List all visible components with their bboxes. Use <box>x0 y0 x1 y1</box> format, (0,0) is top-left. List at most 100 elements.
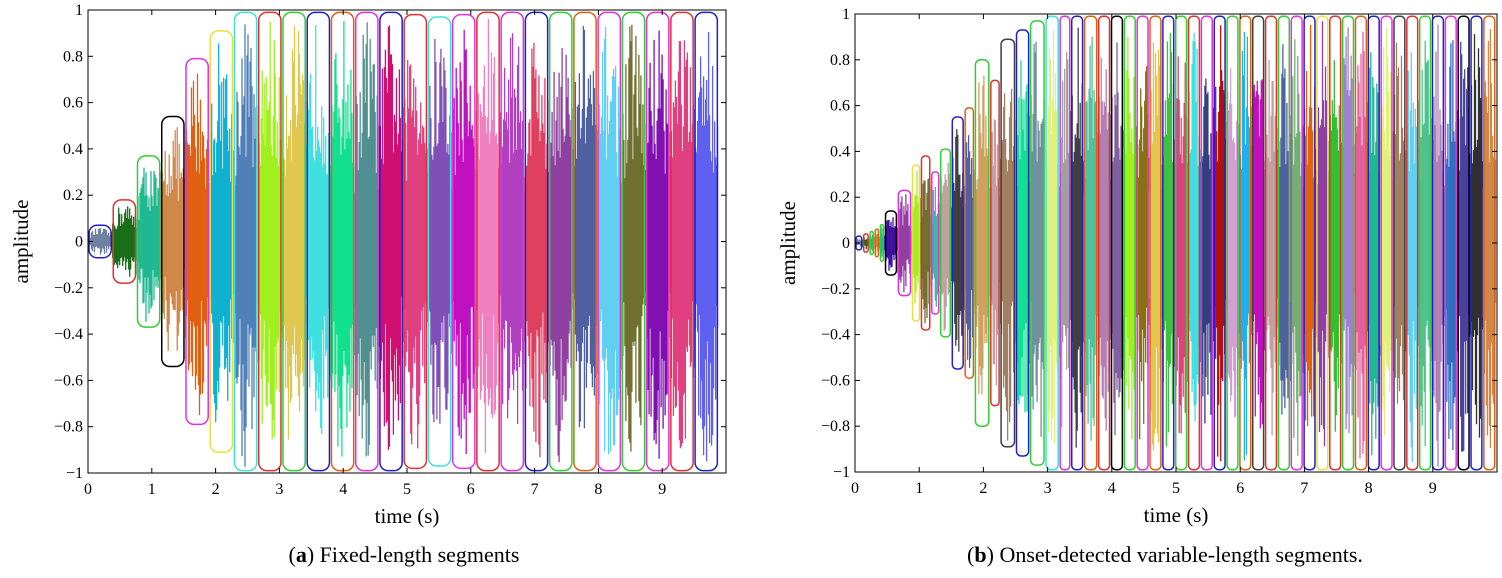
waveform-segment <box>1367 52 1381 456</box>
waveform-segment <box>1469 34 1484 438</box>
waveform-segment <box>1418 40 1432 447</box>
y-tick-label: −0.8 <box>54 419 83 436</box>
y-tick-label: −0.4 <box>54 326 83 343</box>
x-axis-label: time (s) <box>1144 503 1209 527</box>
segment-box <box>939 148 952 338</box>
segment-box <box>1431 15 1445 471</box>
segment-box <box>974 59 990 427</box>
caption-a: (a) Fixed-length segments <box>288 542 520 567</box>
segment-box <box>257 11 282 472</box>
y-tick-label: −0.6 <box>54 372 83 389</box>
segment-box <box>330 11 355 472</box>
segment-box <box>1470 15 1483 471</box>
segment-box <box>694 11 719 472</box>
chart-b-svg: 0 1 2 3 4 5 6 7 8 9 −1 −0.8 −0.6 −0.4 −0.2 0 0.2 0.4 0.6 0.… <box>776 6 1498 527</box>
caption-b-letter: b <box>974 542 987 567</box>
waveform-segment <box>1341 27 1355 434</box>
waveform-segment <box>963 135 975 368</box>
y-tick-label: −1 <box>833 464 850 481</box>
segment-box <box>1406 15 1419 471</box>
x-tick-label: 8 <box>1365 480 1373 497</box>
y-tick-label: 1 <box>842 6 850 23</box>
waveform-segment <box>354 22 379 457</box>
waveform-segment <box>1431 24 1445 467</box>
waveform-segment <box>1123 37 1137 440</box>
segment-box <box>1341 15 1355 471</box>
x-axis-label: time (s) <box>375 504 440 528</box>
waveform-segment <box>1044 30 1060 444</box>
segment-box <box>524 11 549 472</box>
waveform-segment <box>330 21 355 457</box>
x-tick-label: 7 <box>531 481 539 498</box>
waveform-segment <box>897 194 912 293</box>
caption-a-text: Fixed-length segments <box>319 542 520 567</box>
y-tick-label: 0.4 <box>63 141 83 158</box>
segment-box <box>1097 15 1111 471</box>
segment-box <box>1123 15 1136 471</box>
waveform-segment <box>693 32 719 462</box>
waveform-segment <box>1482 29 1497 449</box>
waveform-segment <box>999 88 1016 441</box>
y-tick-label: 0.8 <box>830 52 850 69</box>
segment-box <box>209 30 234 453</box>
y-tick-label: −0.8 <box>821 418 850 435</box>
waveform-segment <box>136 167 161 322</box>
y-tick-label: 0 <box>75 234 83 251</box>
waveform-segment <box>378 25 404 450</box>
segment-box <box>185 57 209 426</box>
waveform-segment <box>951 129 965 352</box>
segment-box <box>1380 15 1393 471</box>
waveform-segment <box>1059 52 1071 428</box>
segment-box <box>1457 15 1470 471</box>
y-tick-label: −0.4 <box>821 327 850 344</box>
segment-box <box>500 11 525 472</box>
segment-box <box>1200 15 1213 471</box>
segment-box <box>1367 15 1380 471</box>
segment-box <box>282 11 306 472</box>
waveform-segment <box>1251 79 1265 429</box>
plot-area <box>855 15 1497 471</box>
waveform-segment <box>306 25 331 435</box>
segment-box <box>931 171 940 315</box>
waveform-segment <box>621 24 646 452</box>
x-tick-label: 0 <box>851 480 859 497</box>
waveform-segment <box>572 26 598 429</box>
y-tick-label: 0.4 <box>830 143 850 160</box>
segment-box <box>476 11 500 472</box>
segment-box <box>379 11 403 472</box>
x-tick-label: 9 <box>658 481 666 498</box>
waveform-segment <box>1238 31 1253 461</box>
segment-box <box>354 11 379 472</box>
segment-box <box>306 11 331 472</box>
x-tick-label: 6 <box>467 481 475 498</box>
y-tick-label: 0 <box>842 235 850 252</box>
waveform-segment <box>1457 42 1471 452</box>
x-tick-label: 2 <box>979 480 987 497</box>
waveform-segment <box>939 162 951 332</box>
waveform-segment <box>645 30 670 459</box>
segment-box <box>862 233 869 253</box>
waveform-segment <box>596 26 622 455</box>
waveform-segment <box>1354 31 1368 459</box>
segment-box <box>1264 15 1278 471</box>
chart-a-svg: 0 1 2 3 4 5 6 7 8 9 −1 −0.8 −0.6 −0.4 −0.2 0 0.2 0.4 0.6 0.… <box>9 2 727 528</box>
segment-box <box>1136 15 1149 471</box>
segment-box <box>136 155 161 328</box>
segment-box <box>1239 15 1252 471</box>
segment-box <box>1110 15 1124 471</box>
segment-box <box>874 228 880 258</box>
x-tick-label: 1 <box>148 481 156 498</box>
waveform-segment <box>1110 42 1124 436</box>
waveform-segment <box>233 24 258 467</box>
x-tick-label: 0 <box>84 481 92 498</box>
waveform-segment <box>884 217 898 271</box>
segment-box <box>1015 29 1030 457</box>
segment-box <box>1187 15 1201 471</box>
segment-box <box>1444 15 1457 471</box>
segment-box <box>1149 15 1162 471</box>
y-tick-label: 1 <box>75 2 83 19</box>
waveform-segment <box>1328 60 1342 432</box>
waveform-segment <box>1225 68 1240 418</box>
caption-b-text: Onset-detected variable-length segments. <box>999 542 1363 567</box>
waveform-segment <box>1444 40 1458 450</box>
